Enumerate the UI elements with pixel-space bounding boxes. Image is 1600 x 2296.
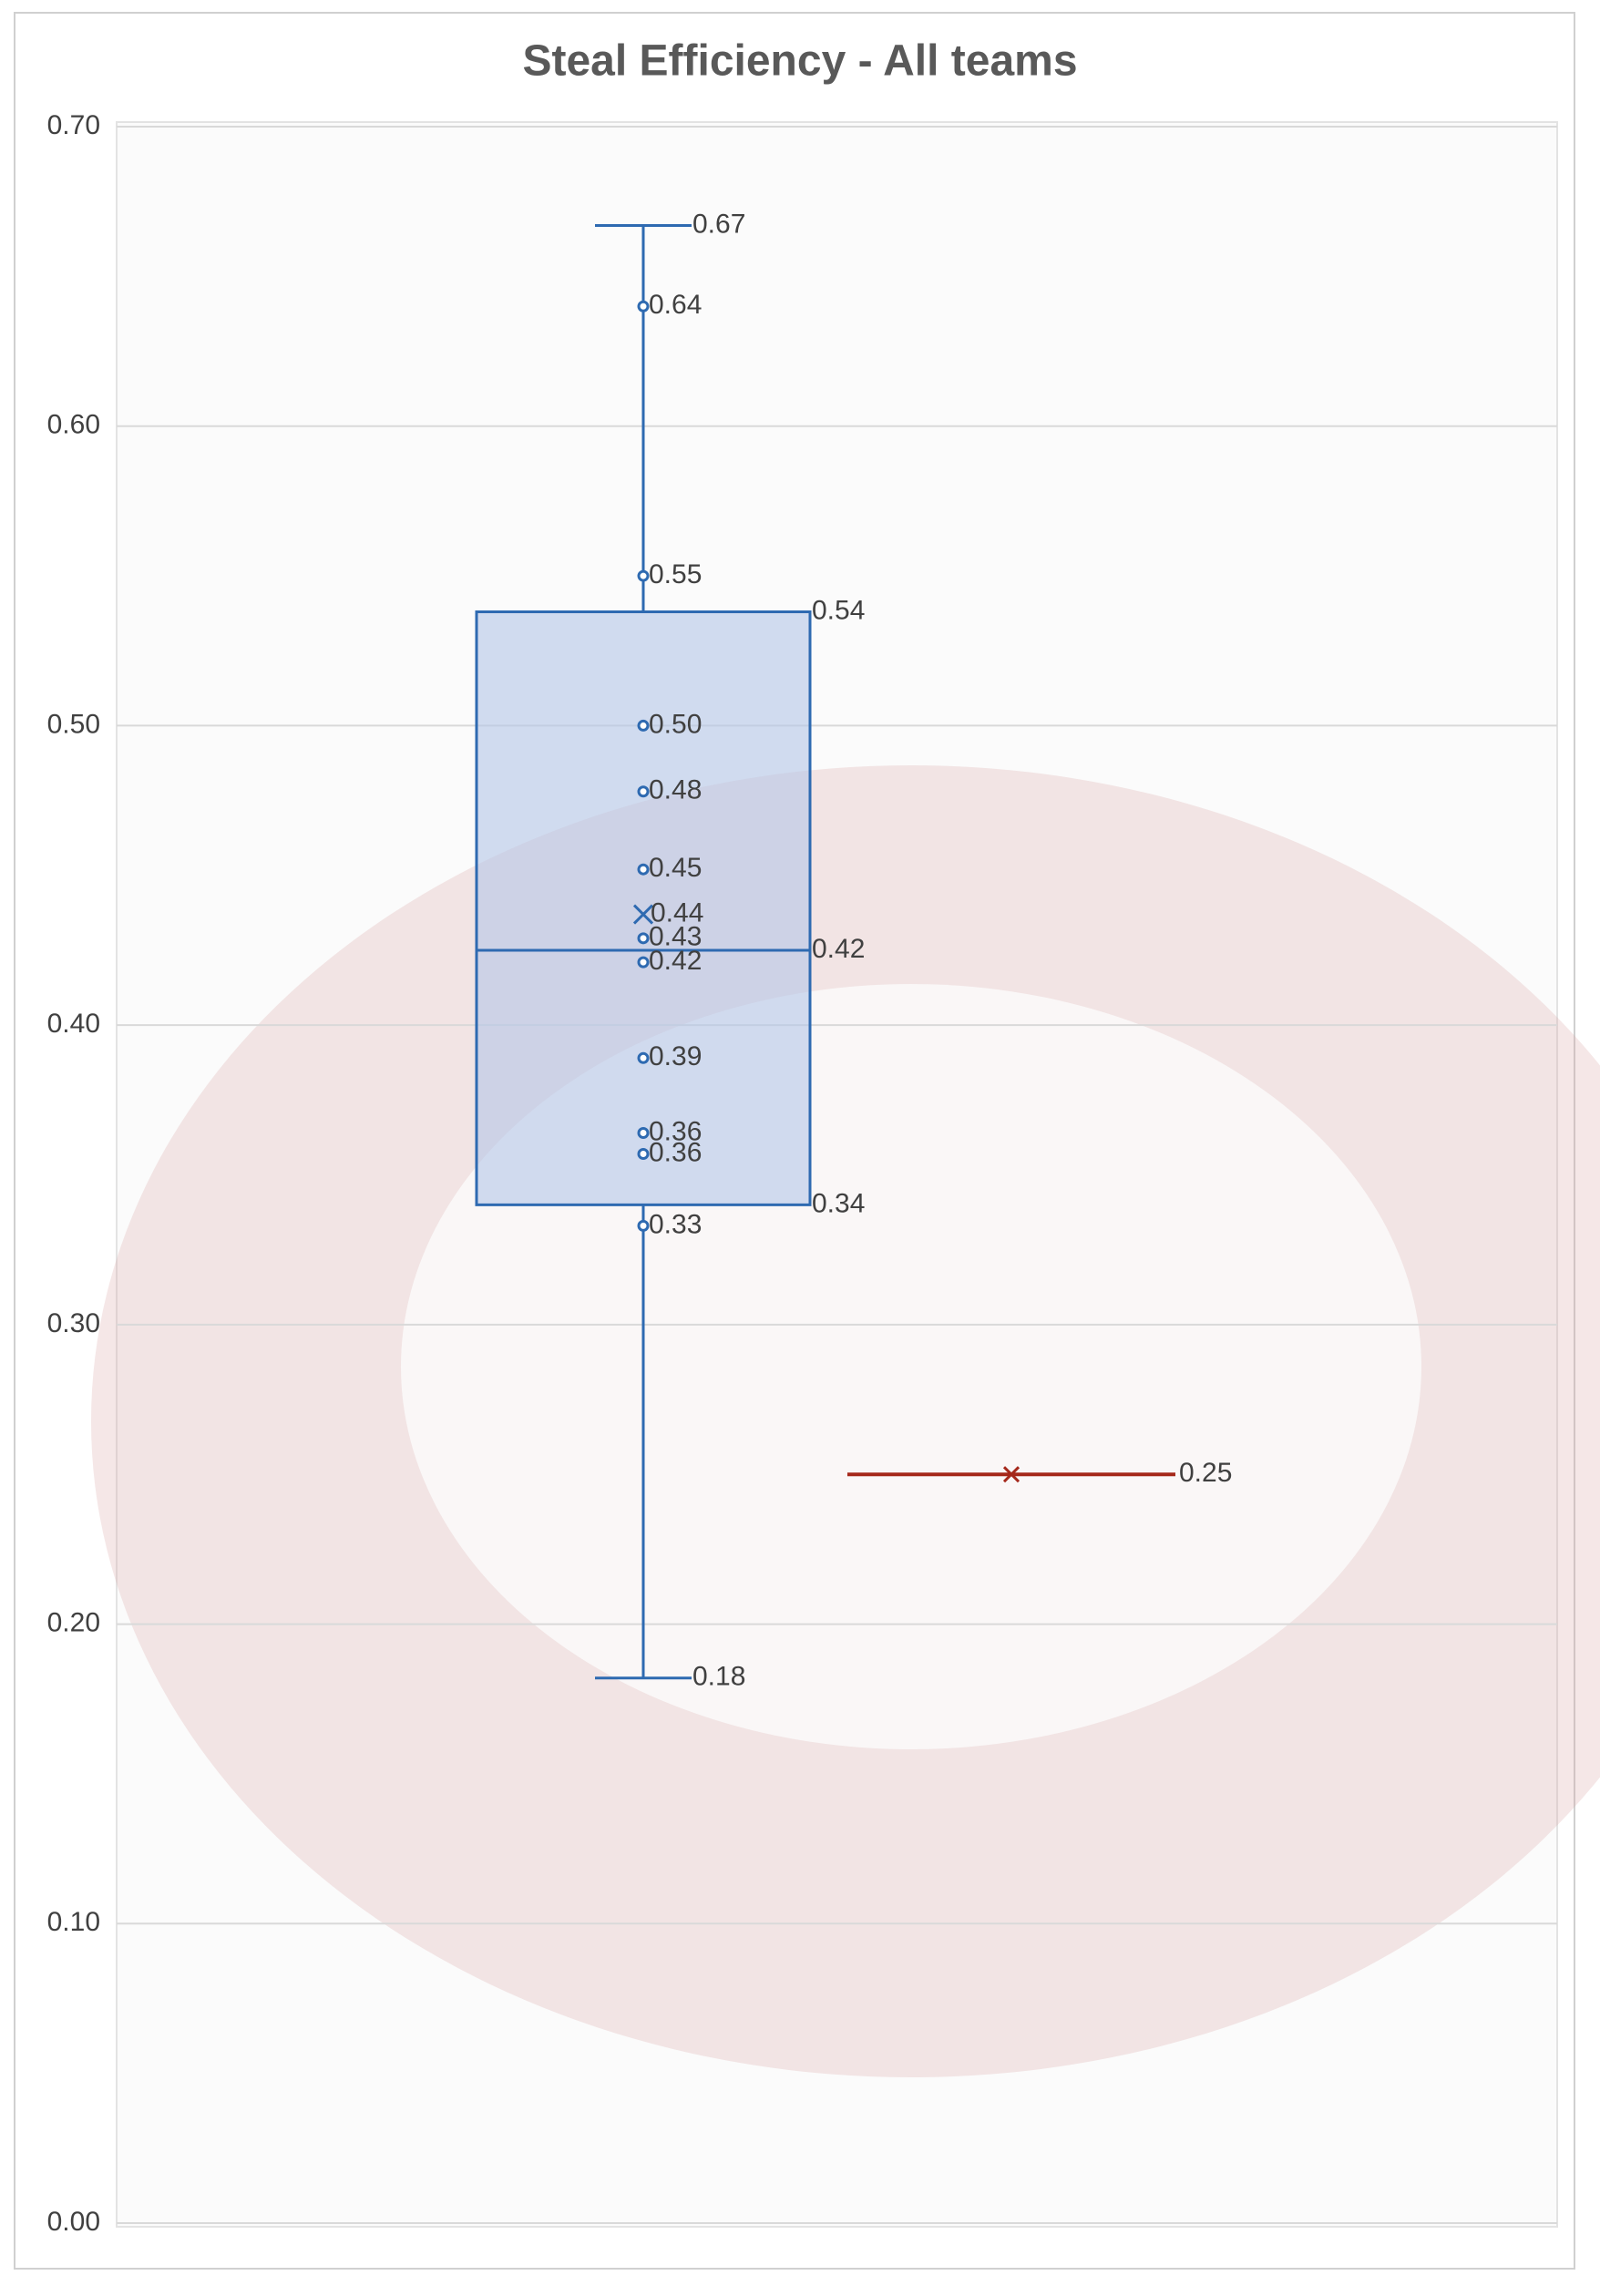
data-point bbox=[637, 956, 650, 969]
mean-marker bbox=[1002, 1466, 1021, 1483]
data-label: 0.18 bbox=[692, 1662, 745, 1692]
data-point bbox=[637, 300, 650, 313]
mean-marker bbox=[632, 904, 654, 925]
data-label: 0.50 bbox=[649, 709, 702, 739]
data-label: 0.25 bbox=[1179, 1458, 1232, 1488]
y-tick-label: 0.00 bbox=[47, 2207, 100, 2237]
data-point bbox=[637, 785, 650, 798]
data-label: 0.42 bbox=[812, 934, 865, 964]
data-label: 0.33 bbox=[649, 1209, 702, 1239]
data-point bbox=[637, 863, 650, 876]
data-label: 0.36 bbox=[649, 1116, 702, 1146]
data-label: 0.39 bbox=[649, 1041, 702, 1071]
data-label: 0.34 bbox=[812, 1188, 865, 1218]
data-point bbox=[637, 932, 650, 945]
data-point bbox=[637, 1126, 650, 1139]
data-point bbox=[637, 1051, 650, 1064]
data-label: 0.55 bbox=[649, 559, 702, 589]
data-point bbox=[637, 1219, 650, 1232]
y-tick-label: 0.30 bbox=[47, 1308, 100, 1338]
y-tick-label: 0.40 bbox=[47, 1009, 100, 1039]
data-point bbox=[637, 1147, 650, 1160]
y-tick-label: 0.20 bbox=[47, 1607, 100, 1637]
y-tick-label: 0.10 bbox=[47, 1907, 100, 1937]
data-label: 0.64 bbox=[649, 290, 702, 320]
chart-title: Steal Efficiency - All teams bbox=[522, 37, 1077, 86]
data-label: 0.42 bbox=[649, 946, 702, 976]
data-label: 0.36 bbox=[649, 1137, 702, 1167]
y-tick-label: 0.60 bbox=[47, 410, 100, 440]
data-label: 0.67 bbox=[692, 209, 745, 239]
data-label: 0.48 bbox=[649, 775, 702, 805]
box bbox=[475, 610, 812, 1206]
data-label: 0.44 bbox=[651, 897, 703, 928]
y-tick-label: 0.70 bbox=[47, 110, 100, 140]
data-label: 0.45 bbox=[649, 853, 702, 883]
data-point bbox=[637, 719, 650, 732]
data-label: 0.54 bbox=[812, 595, 865, 625]
data-point bbox=[637, 569, 650, 582]
y-tick-label: 0.50 bbox=[47, 709, 100, 739]
data-label: 0.43 bbox=[649, 922, 702, 952]
